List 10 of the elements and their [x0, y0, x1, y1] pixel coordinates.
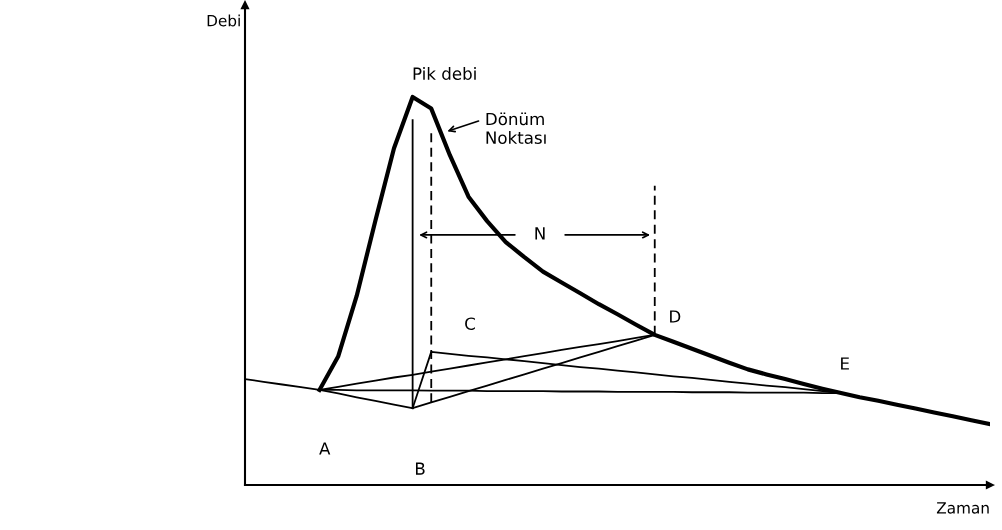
- text: Pik debi: [413, 67, 476, 80]
- annotation: N: [535, 227, 545, 240]
- annotation: Dönüm Noktası: [486, 112, 546, 144]
- annotation: A: [319, 442, 331, 455]
- annotation: C: [465, 317, 475, 330]
- annotation: E: [841, 357, 849, 370]
- annotation: B: [415, 462, 425, 475]
- annotation: D: [670, 310, 681, 323]
- x-axis-title: Zaman: [936, 502, 989, 514]
- y-axis-title: Debi: [207, 14, 240, 27]
